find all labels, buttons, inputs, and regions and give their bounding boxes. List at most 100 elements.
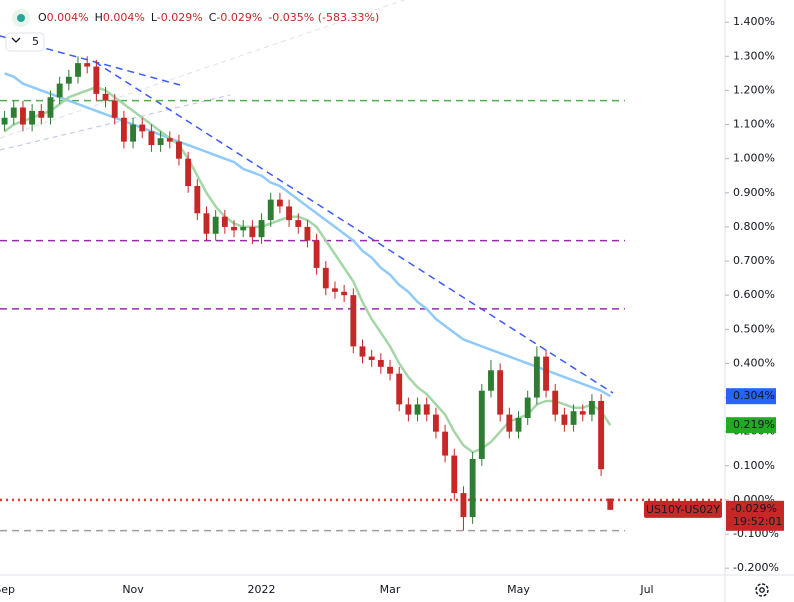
gear-hole bbox=[759, 587, 765, 593]
y-tick-label: 0.800% bbox=[733, 220, 775, 233]
candle-body bbox=[396, 373, 403, 405]
candle-body bbox=[38, 110, 45, 118]
candle-body bbox=[341, 291, 348, 296]
candle-body bbox=[515, 418, 522, 432]
settings[interactable] bbox=[755, 583, 769, 597]
y-tick-label: 0.400% bbox=[733, 356, 775, 369]
x-tick-label: 2022 bbox=[248, 583, 276, 596]
candle-body bbox=[552, 390, 559, 415]
candle-body bbox=[322, 267, 329, 289]
candle-body bbox=[524, 397, 531, 419]
series-name-box bbox=[644, 500, 722, 518]
y-tick-label: 1.000% bbox=[733, 152, 775, 165]
candle-body bbox=[249, 226, 256, 238]
candle-body bbox=[75, 63, 81, 77]
candle-body bbox=[139, 124, 146, 132]
candle-body bbox=[469, 458, 476, 517]
candle-body bbox=[65, 76, 72, 84]
interval-pill[interactable] bbox=[5, 32, 45, 52]
candle-body bbox=[1, 117, 8, 125]
candle-body bbox=[497, 370, 504, 415]
candle-body bbox=[488, 370, 494, 391]
chevron bbox=[11, 37, 21, 43]
candle-body bbox=[543, 356, 549, 391]
header-label: L bbox=[151, 11, 158, 24]
y-tick-label: 1.200% bbox=[733, 83, 775, 96]
y-tick-label: 0.100% bbox=[733, 459, 775, 472]
candle-body bbox=[377, 360, 384, 367]
candle-body bbox=[176, 141, 182, 159]
candle-body bbox=[588, 400, 595, 415]
candle-body bbox=[304, 226, 311, 241]
candle-body bbox=[332, 288, 338, 292]
candle-body bbox=[47, 97, 54, 118]
trend-line bbox=[94, 61, 614, 394]
y-tick-label: 0.900% bbox=[733, 186, 775, 199]
header-value: 0.004% bbox=[103, 11, 145, 24]
candle-body bbox=[29, 110, 36, 125]
candle-body bbox=[185, 158, 192, 186]
candle-body bbox=[405, 404, 412, 415]
series-name: US10Y-US02Y bbox=[646, 503, 720, 516]
candle-body bbox=[533, 356, 540, 398]
candle-body bbox=[432, 414, 439, 432]
candle-body bbox=[93, 66, 100, 94]
header-label: O bbox=[38, 11, 47, 24]
price-label-box bbox=[726, 500, 784, 531]
header-value: 0.004% bbox=[47, 11, 89, 24]
candle-body bbox=[166, 138, 173, 142]
candle-body bbox=[240, 226, 247, 231]
trend-line bbox=[0, 0, 406, 139]
candle-body bbox=[368, 356, 375, 361]
candle-body bbox=[56, 83, 63, 98]
interval: 5 bbox=[32, 35, 39, 48]
header-value: -0.035% (-583.33%) bbox=[268, 11, 379, 24]
candle-body bbox=[203, 213, 210, 234]
candle-body bbox=[478, 390, 485, 459]
candle-body bbox=[460, 493, 467, 517]
x-tick-label: May bbox=[507, 583, 530, 596]
ohlc-header: O0.004% H0.004% L-0.029% C-0.029% -0.035% (-… bbox=[38, 11, 379, 24]
candle-body bbox=[286, 206, 293, 221]
y-tick-label: 0.600% bbox=[733, 288, 775, 301]
candle-body bbox=[102, 93, 109, 101]
candle-body bbox=[267, 199, 274, 221]
candle-body bbox=[20, 107, 26, 125]
x-tick-label: Nov bbox=[122, 583, 144, 596]
candle-body bbox=[295, 220, 302, 227]
candle-body bbox=[451, 455, 458, 494]
candle-body bbox=[579, 411, 586, 415]
gear-icon[interactable] bbox=[755, 583, 769, 597]
header-value: -0.029% bbox=[157, 11, 203, 24]
price-label-box bbox=[726, 417, 776, 434]
candle-body bbox=[570, 411, 577, 425]
candle-body bbox=[157, 138, 164, 146]
x-tick-label: Sep bbox=[0, 583, 15, 596]
header: O0.004% H0.004% L-0.029% C-0.029% -0.035% (-… bbox=[5, 9, 379, 52]
candle-body bbox=[423, 404, 430, 415]
candle-body bbox=[111, 100, 118, 118]
price-label: -0.029% bbox=[731, 502, 777, 515]
header-label: C bbox=[209, 11, 217, 24]
header-label: H bbox=[95, 11, 103, 24]
y-tick-label: 1.100% bbox=[733, 118, 775, 131]
candle-body bbox=[359, 346, 366, 357]
moving-average-line bbox=[4, 72, 611, 398]
y-tick-label: 1.300% bbox=[733, 49, 775, 62]
candle-body bbox=[194, 185, 201, 214]
candle-body bbox=[231, 226, 237, 231]
candle-body bbox=[414, 404, 421, 415]
candle-body bbox=[10, 107, 17, 118]
y-tick-label: -0.200% bbox=[733, 561, 779, 574]
candle-body bbox=[607, 498, 614, 510]
candle-body bbox=[148, 131, 155, 146]
price-label: 0.304% bbox=[733, 389, 775, 402]
x-tick-label: Jul bbox=[639, 583, 653, 596]
plot-area bbox=[0, 0, 725, 532]
candle-body bbox=[442, 431, 449, 456]
candle-body bbox=[84, 63, 91, 67]
candle-body bbox=[561, 414, 568, 425]
candle-body bbox=[212, 216, 219, 234]
